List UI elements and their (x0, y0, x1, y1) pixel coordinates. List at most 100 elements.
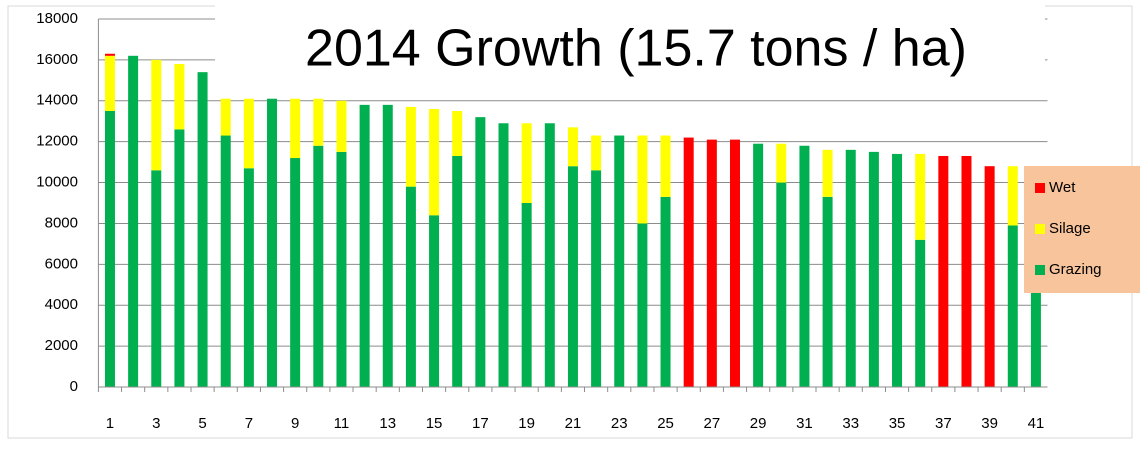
bar-segment (567, 127, 578, 167)
bar-segment (405, 106, 416, 187)
bar-segment (729, 139, 740, 387)
bar-segment (845, 149, 856, 387)
y-tick-label: 14000 (36, 92, 78, 109)
x-tick-label: 25 (657, 415, 674, 432)
legend: Wet Silage Grazing (1035, 179, 1102, 278)
bar-segment (429, 108, 440, 216)
x-tick-label: 9 (291, 415, 299, 432)
y-tick-label: 18000 (36, 10, 78, 27)
bar-segment (1007, 166, 1018, 226)
bar-segment (660, 196, 671, 387)
x-tick-label: 37 (935, 415, 952, 432)
x-tick-label: 35 (889, 415, 906, 432)
bar-segment (151, 170, 162, 387)
x-tick-label: 31 (796, 415, 813, 432)
bar-segment (104, 53, 115, 56)
x-tick-label: 29 (750, 415, 767, 432)
bar-segment (128, 55, 139, 388)
bar-segment (984, 166, 995, 387)
bar-segment (521, 203, 532, 387)
legend-swatch (1035, 224, 1045, 234)
x-tick-label: 17 (472, 415, 489, 432)
bar-segment (174, 63, 185, 130)
plot-area: 0 2000 4000 6000 8000 10000 12000 14000 16000 180… (36, 10, 1048, 432)
bar-segment (637, 135, 648, 224)
bar-segment (915, 239, 926, 387)
bar-segment (405, 186, 416, 387)
y-tick-label: 2000 (45, 337, 78, 354)
bar-segment (220, 135, 231, 387)
bar-segment (359, 104, 370, 387)
legend-label: Grazing (1049, 261, 1102, 278)
bar-segment (104, 111, 115, 387)
bar-segment (382, 104, 393, 387)
x-tick-label: 11 (334, 415, 350, 432)
x-tick-label: 39 (981, 415, 998, 432)
y-tick-label: 10000 (36, 174, 78, 191)
bar-segment (243, 98, 254, 169)
bar-segment (313, 98, 324, 146)
bar-segment (290, 158, 301, 387)
bar-segment (174, 129, 185, 387)
bar-segment (799, 145, 810, 387)
bar-segment (104, 55, 115, 111)
bar-segment (452, 111, 463, 156)
bar-segment (822, 149, 833, 197)
y-tick-label: 8000 (45, 214, 78, 231)
bar-segment (892, 153, 903, 387)
x-tick-label: 27 (703, 415, 720, 432)
legend-label: Wet (1049, 179, 1076, 196)
bar-segment (267, 98, 278, 387)
legend-swatch (1035, 265, 1045, 275)
bar-segment (197, 72, 208, 388)
y-tick-label: 16000 (36, 51, 78, 68)
bar-segment (243, 168, 254, 387)
x-tick-label: 1 (106, 415, 114, 432)
x-tick-label: 7 (245, 415, 253, 432)
bar-segment (660, 135, 671, 197)
bar-segment (822, 196, 833, 387)
bar-segment (683, 137, 694, 387)
title-box (215, 0, 1045, 88)
bar-segment (706, 139, 717, 387)
bar-segment (567, 166, 578, 387)
bar-segment (151, 59, 162, 171)
bar-segment (220, 98, 231, 136)
bar-segment (591, 170, 602, 387)
bar-segment (961, 155, 972, 387)
bar-segment (452, 155, 463, 387)
bar-segment (868, 151, 879, 387)
bar-segment (591, 135, 602, 171)
bar-segment (336, 151, 347, 387)
bar-segment (313, 145, 324, 387)
bar-segment (498, 123, 509, 388)
bar-segment (1007, 225, 1018, 387)
x-tick-label: 5 (198, 415, 206, 432)
legend-label: Silage (1049, 220, 1091, 237)
bar-segment (475, 117, 486, 387)
bar-segment (521, 123, 532, 203)
y-tick-label: 0 (70, 378, 78, 395)
y-tick-label: 4000 (45, 296, 78, 313)
y-tick-label: 12000 (36, 133, 78, 150)
x-tick-label: 3 (152, 415, 160, 432)
legend-swatch (1035, 183, 1045, 193)
x-tick-label: 19 (518, 415, 535, 432)
x-tick-label: 33 (842, 415, 859, 432)
y-tick-label: 6000 (45, 255, 78, 272)
bar-segment (915, 153, 926, 240)
x-tick-label: 41 (1028, 415, 1045, 432)
bar-segment (776, 143, 787, 183)
x-tick-label: 13 (379, 415, 396, 432)
bar-segment (753, 143, 764, 387)
x-tick-label: 23 (611, 415, 628, 432)
bar-segment (637, 223, 648, 387)
bar-segment (614, 135, 625, 387)
bar-segment (429, 215, 440, 387)
bar-segment (776, 182, 787, 387)
bar-segment (290, 98, 301, 159)
bar-segment (336, 100, 347, 152)
chart-title: 2014 Growth (15.7 tons / ha) (305, 20, 967, 78)
bar-segment (938, 155, 949, 387)
